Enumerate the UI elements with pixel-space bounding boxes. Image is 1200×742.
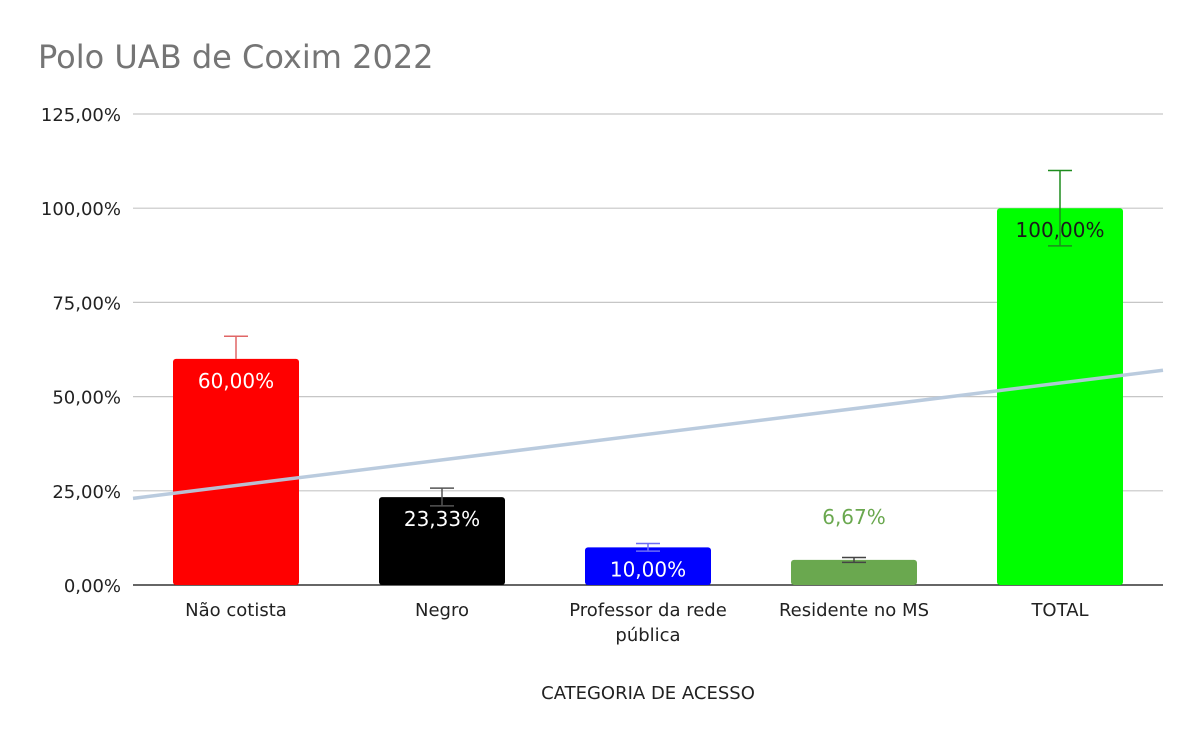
error-bar bbox=[224, 335, 248, 359]
x-tick-label: TOTAL bbox=[1030, 600, 1088, 621]
x-tick-label: Professor da rede bbox=[569, 600, 727, 621]
trendline bbox=[132, 368, 1164, 501]
error-bar bbox=[842, 556, 866, 564]
data-labels: 60,00% 23,33% 10,00% 6,67% 100,00% bbox=[198, 218, 1105, 581]
y-tick-label: 100,00% bbox=[41, 199, 121, 220]
error-bar bbox=[430, 487, 454, 507]
error-bar bbox=[636, 542, 660, 552]
error-bar bbox=[1048, 169, 1072, 247]
x-tick-label: Residente no MS bbox=[779, 600, 929, 621]
y-tick-label: 25,00% bbox=[52, 482, 121, 503]
x-axis-title: CATEGORIA DE ACESSO bbox=[541, 683, 755, 704]
bars bbox=[173, 169, 1123, 585]
x-tick-label: pública bbox=[615, 625, 680, 646]
data-label: 6,67% bbox=[822, 505, 886, 529]
y-tick-label: 50,00% bbox=[52, 388, 121, 409]
y-axis-ticks: 0,00% 25,00% 50,00% 75,00% 100,00% 125,00% bbox=[41, 105, 121, 597]
bar bbox=[997, 208, 1123, 585]
x-tick-label: Negro bbox=[415, 600, 469, 621]
x-axis-categories: Não cotista Negro Professor da rede pública… bbox=[185, 600, 1088, 646]
trendline-group bbox=[132, 368, 1164, 501]
data-label: 100,00% bbox=[1016, 218, 1105, 242]
data-label: 23,33% bbox=[404, 507, 480, 531]
x-tick-label: Não cotista bbox=[185, 600, 287, 621]
y-tick-label: 75,00% bbox=[52, 293, 121, 314]
y-tick-label: 125,00% bbox=[41, 105, 121, 126]
data-label: 10,00% bbox=[610, 557, 686, 581]
chart-title: Polo UAB de Coxim 2022 bbox=[38, 38, 434, 76]
bar bbox=[379, 497, 505, 585]
gridlines bbox=[133, 113, 1163, 586]
bar bbox=[585, 547, 711, 585]
y-tick-label: 0,00% bbox=[64, 576, 121, 597]
bar bbox=[791, 559, 917, 585]
data-label: 60,00% bbox=[198, 369, 274, 393]
bar bbox=[173, 358, 299, 585]
